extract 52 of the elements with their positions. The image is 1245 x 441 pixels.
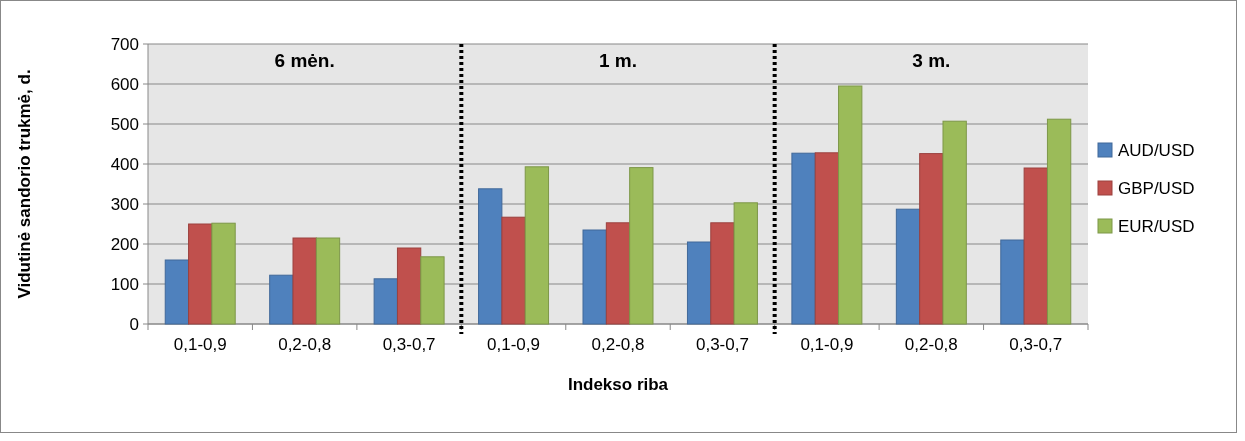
y-tick-label: 500 [110,114,139,134]
bar [478,188,503,325]
legend-label: GBP/USD [1118,178,1195,198]
y-tick-label: 200 [110,234,139,254]
x-tick-label: 0,3-0,7 [382,335,436,354]
x-tick-label: 0,3-0,7 [695,335,749,354]
bar [629,167,654,325]
x-tick-label: 0,2-0,8 [904,335,958,354]
legend-label: EUR/USD [1118,216,1195,236]
x-tick-label: 0,1-0,9 [487,335,541,354]
x-tick-label: 0,1-0,9 [800,335,854,354]
x-tick-label: 0,3-0,7 [1009,335,1063,354]
y-tick-label: 0 [129,314,139,334]
bar [396,247,422,325]
bar [315,237,341,325]
bar [733,202,758,325]
x-axis-title: Indekso riba [567,375,669,394]
y-tick-label: 100 [110,274,139,294]
bar [605,222,631,325]
bar [269,274,294,325]
x-tick-label: 0,1-0,9 [173,335,227,354]
bar [942,120,967,325]
bar [791,152,816,325]
x-tick-label: 0,2-0,8 [278,335,332,354]
bar [373,278,398,325]
bar [1046,118,1072,325]
bar [524,166,550,325]
bar [814,152,840,325]
bar [188,223,213,325]
annotation: 3 m. [912,50,951,71]
bar [420,256,445,325]
y-tick-label: 700 [110,34,139,54]
bar [292,237,317,325]
x-tick-label: 0,2-0,8 [591,335,645,354]
annotation: 6 mėn. [274,50,335,71]
bar [582,229,607,325]
bar [1023,167,1048,325]
bar [710,222,735,325]
y-axis-title: Vidutinė sandorio trukmė, d. [15,69,34,299]
bar [919,153,944,325]
bar [501,216,526,325]
legend-label: AUD/USD [1118,140,1195,160]
bar [686,241,712,325]
bar [838,85,863,325]
bar [895,208,921,325]
y-tick-label: 300 [110,194,139,214]
bar [211,222,236,325]
annotation: 1 m. [598,50,638,71]
y-tick-label: 400 [110,154,139,174]
bar [1000,239,1025,325]
bar [164,259,190,325]
y-tick-label: 600 [110,74,139,94]
